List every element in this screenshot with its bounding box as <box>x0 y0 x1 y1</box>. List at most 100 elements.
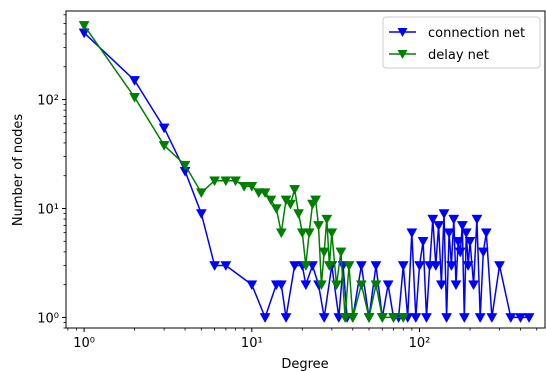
data-point <box>370 261 382 271</box>
y-tick-label: 10⁰ <box>37 311 59 326</box>
data-point <box>78 21 90 31</box>
data-point <box>220 176 232 187</box>
data-point <box>158 123 170 134</box>
data-point <box>376 313 388 323</box>
data-point <box>238 182 250 192</box>
data-point <box>446 261 457 271</box>
data-point <box>480 228 492 239</box>
data-point <box>246 182 258 192</box>
data-point <box>406 228 418 239</box>
data-point <box>370 280 382 291</box>
data-point <box>326 228 338 239</box>
data-point <box>275 280 287 291</box>
data-point <box>397 261 409 271</box>
legend-entries: connection net delay net <box>389 26 525 63</box>
data-point <box>289 185 301 195</box>
data-point <box>220 261 232 271</box>
data-point <box>331 280 342 291</box>
legend-label: delay net <box>428 48 489 63</box>
data-point <box>355 261 367 271</box>
data-point <box>454 247 466 258</box>
data-point <box>417 237 429 247</box>
data-point <box>458 313 470 323</box>
data-point <box>448 214 460 225</box>
data-point <box>318 247 330 258</box>
data-point <box>456 221 468 231</box>
legend-marker <box>397 28 408 37</box>
data-point <box>310 195 321 206</box>
data-point <box>289 261 301 271</box>
data-point <box>443 228 455 239</box>
data-point <box>438 209 450 220</box>
ticks-layer: 10⁰ 10¹ 10² 10⁰ 10¹ 10² <box>37 14 538 351</box>
data-point <box>433 221 445 231</box>
data-point <box>450 280 462 291</box>
data-point <box>462 261 474 271</box>
data-point <box>321 214 333 225</box>
data-point <box>303 228 315 239</box>
data-point <box>300 280 312 291</box>
legend: connection net delay net <box>382 16 541 69</box>
data-point <box>486 313 498 323</box>
data-point <box>343 261 355 271</box>
y-tick-label: 10² <box>37 94 59 109</box>
data-point <box>410 313 422 323</box>
data-point <box>471 214 483 225</box>
data-point <box>179 160 191 171</box>
data-point <box>275 228 287 239</box>
data-point <box>452 237 464 247</box>
data-point <box>323 261 335 271</box>
x-tick-label: 10² <box>409 336 431 351</box>
data-point <box>259 313 271 323</box>
data-point <box>414 261 425 271</box>
data-point <box>296 228 308 239</box>
legend-box <box>382 16 541 69</box>
data-point <box>280 313 292 323</box>
x-axis-label: Degree <box>281 357 328 371</box>
data-point <box>195 209 207 220</box>
data-point <box>315 280 327 291</box>
data-point <box>397 313 409 323</box>
y-tick-label: 10¹ <box>37 203 59 218</box>
data-point <box>477 247 489 258</box>
data-point <box>421 313 432 323</box>
data-point <box>427 214 439 225</box>
data-point <box>339 313 351 323</box>
series-line-1 <box>83 24 404 319</box>
data-point <box>209 176 221 187</box>
x-tick-label: 10⁰ <box>73 336 95 351</box>
data-point <box>313 221 324 231</box>
data-point <box>209 261 221 271</box>
series-layer <box>78 21 535 323</box>
data-point <box>515 313 526 323</box>
data-point <box>270 204 282 215</box>
data-point <box>388 313 399 323</box>
data-point <box>435 280 447 291</box>
x-tick-label: 10¹ <box>241 336 263 351</box>
legend-marker <box>397 50 408 59</box>
data-point <box>355 280 367 291</box>
y-axis-label: Number of nodes <box>11 114 26 226</box>
data-point <box>195 188 207 199</box>
data-point <box>285 199 296 210</box>
data-point <box>347 313 359 323</box>
data-point <box>363 313 375 323</box>
data-point <box>523 313 535 323</box>
data-point <box>382 280 394 291</box>
data-point <box>307 261 318 271</box>
data-point <box>265 195 277 206</box>
plot-frame <box>65 10 546 329</box>
legend-label: connection net <box>428 26 525 41</box>
data-point <box>230 176 241 187</box>
data-point <box>259 188 271 199</box>
data-point <box>293 209 304 220</box>
data-point <box>430 261 442 271</box>
data-point <box>158 141 170 151</box>
data-point <box>129 93 141 103</box>
series-line-0 <box>83 32 530 319</box>
data-point <box>246 280 258 291</box>
data-point <box>441 313 453 323</box>
data-point <box>300 261 312 271</box>
data-point <box>494 261 505 271</box>
data-point <box>129 76 141 86</box>
